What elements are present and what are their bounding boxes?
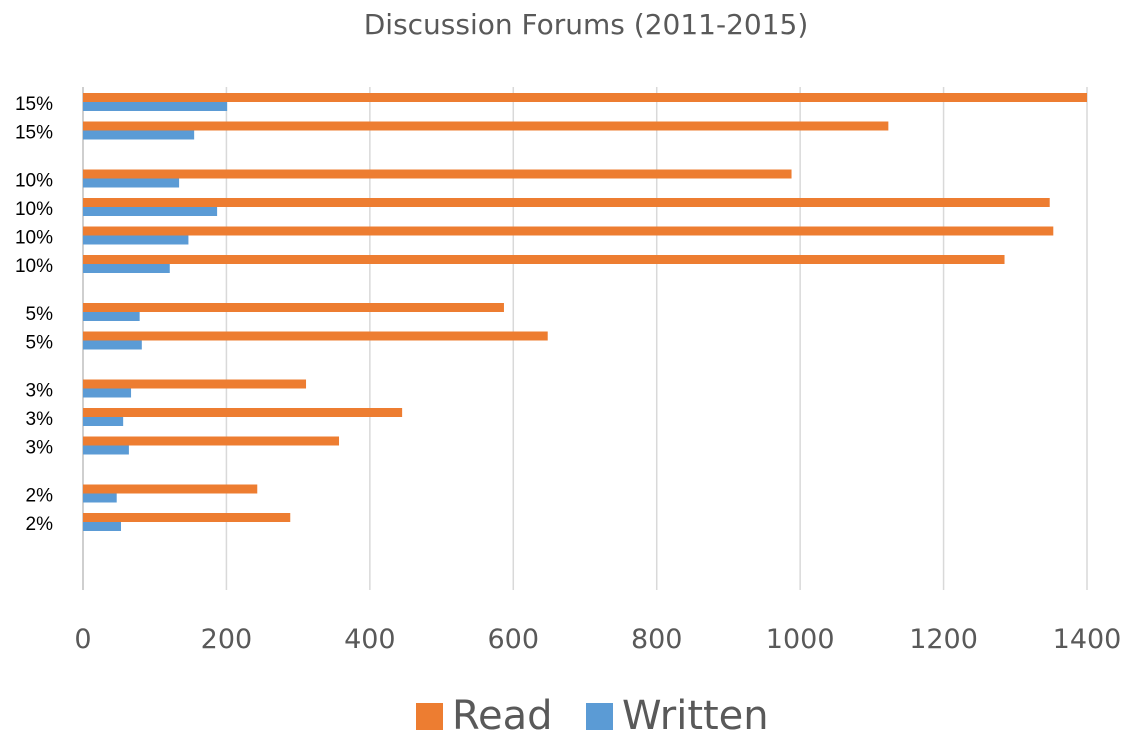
bar-written	[83, 178, 180, 188]
legend-swatch-written	[586, 703, 613, 730]
bar-read	[83, 93, 1087, 102]
bar-read	[83, 198, 1050, 207]
x-tick-label: 1400	[1053, 624, 1122, 655]
category-label: 5%	[26, 333, 54, 354]
category-label: 15%	[15, 123, 53, 144]
category-label: 10%	[15, 199, 53, 220]
bar-read	[83, 169, 792, 179]
legend-label-written: Written	[622, 693, 769, 734]
legend-swatch-read	[416, 703, 443, 730]
category-label: 10%	[15, 228, 53, 249]
bar-read	[83, 379, 307, 389]
x-tick-label: 400	[344, 624, 396, 655]
bars	[83, 93, 1087, 531]
bar-written	[83, 207, 218, 216]
bar-read	[83, 303, 504, 312]
bar-read	[83, 408, 403, 417]
bar-written	[83, 522, 122, 531]
bar-read	[83, 226, 1054, 236]
x-tick-label: 800	[631, 624, 683, 655]
bar-read	[83, 121, 889, 131]
bar-written	[83, 102, 228, 111]
bar-read	[83, 255, 1005, 264]
bar-read	[83, 513, 291, 522]
bar-read	[83, 436, 340, 446]
x-tick-label: 0	[74, 624, 91, 655]
y-axis-category-labels: 15% 15% 10% 10% 10% 10% 5% 5% 3% 3% 3% 2% 2%	[15, 94, 53, 535]
bar-written	[83, 130, 195, 140]
bar-written	[83, 445, 129, 455]
legend: Read Written	[416, 693, 769, 734]
bar-written	[83, 264, 170, 273]
bar-written	[83, 493, 117, 503]
category-label: 3%	[26, 381, 54, 402]
bar-written	[83, 235, 189, 245]
category-label: 2%	[26, 486, 54, 507]
bar-read	[83, 484, 258, 494]
bar-written	[83, 388, 132, 398]
bar-written	[83, 340, 142, 350]
x-tick-label: 1200	[909, 624, 978, 655]
category-label: 5%	[26, 304, 54, 325]
bar-read	[83, 331, 548, 341]
category-label: 2%	[26, 514, 54, 535]
category-label: 10%	[15, 171, 53, 192]
category-label: 10%	[15, 256, 53, 277]
category-label: 15%	[15, 94, 53, 115]
bar-written	[83, 417, 124, 426]
chart-title: Discussion Forums (2011-2015)	[364, 8, 809, 41]
legend-label-read: Read	[452, 693, 553, 734]
x-tick-label: 1000	[766, 624, 835, 655]
category-label: 3%	[26, 409, 54, 430]
x-tick-label: 200	[201, 624, 253, 655]
category-label: 3%	[26, 438, 54, 459]
x-tick-label: 600	[488, 624, 540, 655]
x-axis-ticks: 0 200 400 600 800 1000 1200 1400	[74, 624, 1121, 655]
bar-written	[83, 312, 140, 321]
